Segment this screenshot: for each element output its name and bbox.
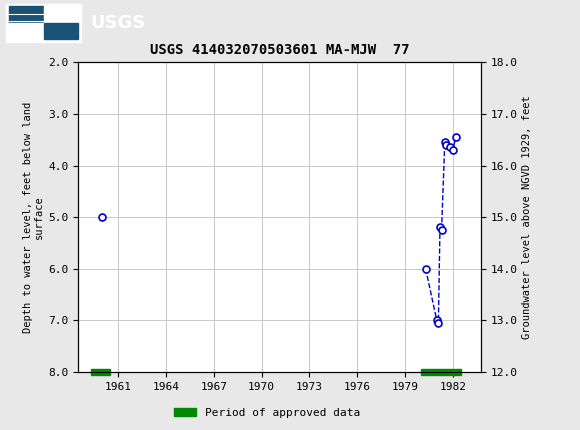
Y-axis label: Depth to water level, feet below land
surface: Depth to water level, feet below land su… — [23, 101, 44, 333]
Bar — [6, 3, 81, 42]
Bar — [91, 369, 110, 375]
Bar — [44, 6, 78, 22]
Bar — [44, 22, 78, 39]
Bar — [9, 22, 44, 39]
Y-axis label: Groundwater level above NGVD 1929, feet: Groundwater level above NGVD 1929, feet — [522, 95, 532, 339]
Text: USGS: USGS — [90, 14, 145, 31]
Bar — [421, 369, 461, 375]
Bar — [9, 6, 44, 22]
Legend: Period of approved data: Period of approved data — [169, 403, 364, 422]
Title: USGS 414032070503601 MA-MJW  77: USGS 414032070503601 MA-MJW 77 — [150, 43, 409, 57]
